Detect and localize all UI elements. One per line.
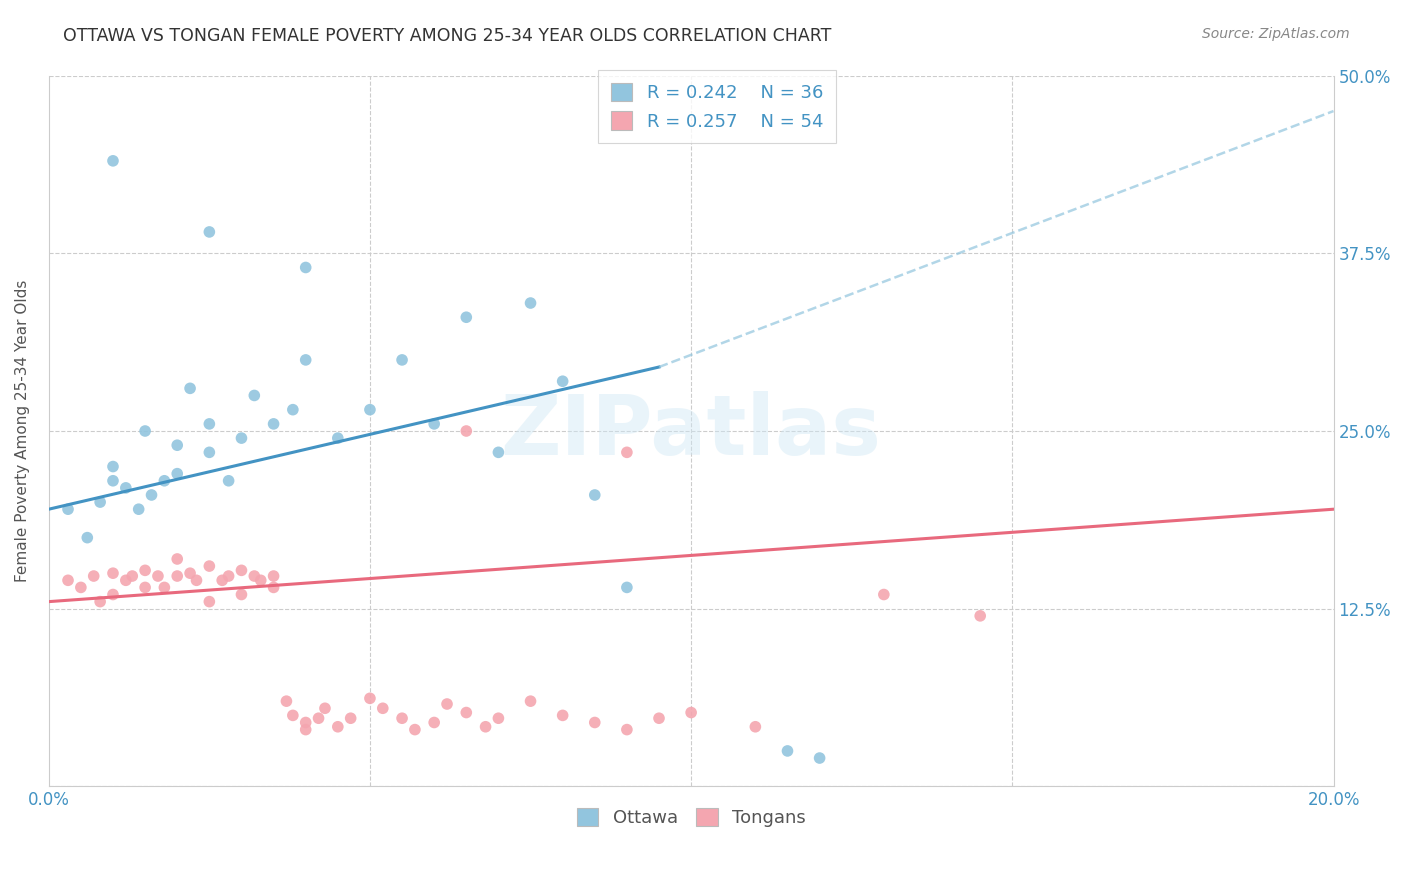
Point: [141, 488, 163, 502]
Point: [456, 310, 478, 325]
Point: [128, 502, 150, 516]
Point: [198, 417, 221, 431]
Point: [89, 495, 111, 509]
Point: [166, 467, 188, 481]
Point: [281, 402, 304, 417]
Point: [486, 711, 509, 725]
Point: [744, 720, 766, 734]
Point: [114, 574, 136, 588]
Point: [218, 474, 240, 488]
Point: [249, 574, 271, 588]
Point: [263, 581, 285, 595]
Point: [583, 488, 606, 502]
Y-axis label: Female Poverty Among 25-34 Year Olds: Female Poverty Among 25-34 Year Olds: [15, 280, 30, 582]
Point: [83, 569, 105, 583]
Point: [101, 566, 124, 581]
Point: [873, 588, 896, 602]
Point: [211, 574, 233, 588]
Point: [583, 715, 606, 730]
Point: [486, 445, 509, 459]
Point: [146, 569, 169, 583]
Point: [436, 697, 458, 711]
Point: [281, 708, 304, 723]
Point: [616, 445, 638, 459]
Legend: Ottawa, Tongans: Ottawa, Tongans: [569, 800, 813, 834]
Point: [474, 720, 496, 734]
Point: [231, 588, 253, 602]
Point: [308, 711, 330, 725]
Point: [101, 588, 124, 602]
Point: [218, 569, 240, 583]
Point: [969, 608, 991, 623]
Point: [294, 715, 316, 730]
Point: [166, 438, 188, 452]
Text: Source: ZipAtlas.com: Source: ZipAtlas.com: [1202, 27, 1350, 41]
Point: [153, 474, 176, 488]
Text: ZIPatlas: ZIPatlas: [501, 391, 882, 472]
Point: [616, 581, 638, 595]
Point: [404, 723, 426, 737]
Point: [681, 706, 703, 720]
Point: [616, 723, 638, 737]
Point: [198, 559, 221, 574]
Point: [56, 502, 79, 516]
Point: [153, 581, 176, 595]
Point: [243, 388, 266, 402]
Point: [359, 691, 381, 706]
Point: [231, 563, 253, 577]
Point: [371, 701, 394, 715]
Point: [326, 431, 349, 445]
Point: [114, 481, 136, 495]
Point: [198, 445, 221, 459]
Point: [101, 459, 124, 474]
Text: OTTAWA VS TONGAN FEMALE POVERTY AMONG 25-34 YEAR OLDS CORRELATION CHART: OTTAWA VS TONGAN FEMALE POVERTY AMONG 25…: [63, 27, 831, 45]
Point: [134, 581, 156, 595]
Point: [134, 563, 156, 577]
Point: [166, 569, 188, 583]
Point: [294, 723, 316, 737]
Point: [89, 594, 111, 608]
Point: [198, 594, 221, 608]
Point: [359, 402, 381, 417]
Point: [263, 417, 285, 431]
Point: [186, 574, 208, 588]
Point: [231, 431, 253, 445]
Point: [456, 706, 478, 720]
Point: [551, 708, 574, 723]
Point: [243, 569, 266, 583]
Point: [101, 153, 124, 168]
Point: [76, 531, 98, 545]
Point: [391, 352, 413, 367]
Point: [179, 566, 201, 581]
Point: [294, 352, 316, 367]
Point: [70, 581, 93, 595]
Point: [121, 569, 143, 583]
Point: [551, 374, 574, 388]
Point: [101, 474, 124, 488]
Point: [339, 711, 361, 725]
Point: [456, 424, 478, 438]
Point: [56, 574, 79, 588]
Point: [166, 552, 188, 566]
Point: [179, 381, 201, 395]
Point: [648, 711, 671, 725]
Point: [423, 417, 446, 431]
Point: [294, 260, 316, 275]
Point: [276, 694, 298, 708]
Point: [263, 569, 285, 583]
Point: [808, 751, 831, 765]
Point: [776, 744, 799, 758]
Point: [391, 711, 413, 725]
Point: [326, 720, 349, 734]
Point: [423, 715, 446, 730]
Point: [519, 296, 541, 310]
Point: [198, 225, 221, 239]
Point: [314, 701, 336, 715]
Point: [134, 424, 156, 438]
Point: [519, 694, 541, 708]
